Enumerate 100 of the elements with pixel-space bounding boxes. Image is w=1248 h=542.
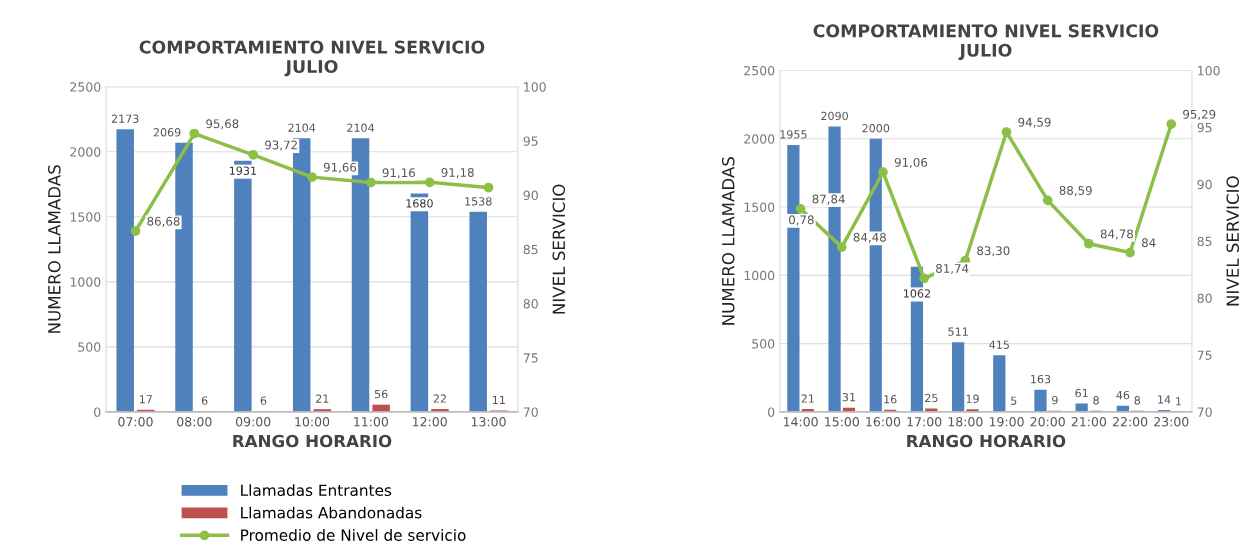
data-label: 1538	[465, 197, 492, 206]
data-label: 163	[1031, 374, 1051, 384]
data-label: 84	[1141, 238, 1156, 248]
data-label: 6	[201, 396, 208, 405]
y2-tick-label: 90	[523, 190, 538, 201]
y2-tick-label: 70	[1197, 407, 1212, 417]
y2-tick-label: 100	[524, 82, 546, 92]
y-tick-label: 500	[752, 339, 775, 349]
x-tick-label: 10:00	[295, 417, 330, 427]
x-tick-label: 11:00	[354, 417, 389, 427]
x-tick-label: 22:00	[1112, 417, 1148, 427]
y-tick-label: 0	[94, 407, 101, 417]
x-tick-label: 07:00	[118, 417, 153, 427]
chart-title: COMPORTAMIENTO NIVEL SERVICIO JULIO	[139, 40, 485, 77]
y2-tick-label: 70	[523, 407, 538, 417]
x-tick-label: 12:00	[413, 417, 447, 427]
y2-tick-label: 100	[1198, 65, 1220, 76]
x-tick-label: 15:00	[825, 417, 859, 427]
data-label: 46	[1116, 390, 1130, 400]
y-axis-title: NUMERO LLAMADAS	[48, 165, 61, 333]
x-tick-label: 08:00	[177, 417, 212, 427]
y2-tick-label: 80	[1197, 293, 1212, 304]
x-tick-label: 19:00	[989, 417, 1024, 427]
data-label: 2104	[347, 123, 375, 132]
y-tick-label: 2000	[70, 147, 101, 157]
data-label: 91,18	[441, 168, 474, 179]
data-label: 56	[374, 389, 388, 399]
data-label: 93,72	[265, 140, 297, 151]
data-label: 511	[948, 327, 968, 336]
x-tick-label: 20:00	[1030, 417, 1065, 427]
x-tick-label: 17:00	[907, 417, 942, 427]
x-tick-label: 18:00	[948, 417, 983, 427]
legend-label: Llamadas Entrantes	[241, 484, 392, 497]
data-label: 81,74	[936, 263, 969, 275]
data-label: 14	[1158, 395, 1171, 404]
data-label: 86,68	[147, 216, 180, 227]
data-label: 21	[316, 394, 329, 403]
data-label: 16	[884, 395, 897, 404]
x-tick-label: 14:00	[783, 417, 818, 427]
y2-tick-label: 85	[1197, 236, 1212, 247]
data-label: 2000	[862, 124, 890, 133]
y2-tick-label: 90	[1197, 179, 1212, 190]
data-label: 2069	[153, 128, 181, 137]
x-axis-title: RANGO HORARIO	[233, 434, 392, 448]
y-tick-label: 0	[768, 407, 775, 417]
y2-tick-label: 75	[523, 353, 538, 363]
y2-tick-label: 95	[1197, 122, 1212, 133]
data-label: 84,78	[1100, 229, 1133, 240]
data-label: 11	[492, 395, 505, 405]
y-axis-title: NUMERO LLAMADAS	[721, 157, 735, 325]
y-tick-label: 2500	[744, 65, 775, 76]
data-label: 6	[260, 396, 267, 405]
y2-tick-label: 75	[1197, 350, 1212, 360]
data-label: 88,59	[1059, 186, 1092, 197]
x-tick-label: 21:00	[1071, 417, 1107, 427]
annotation: 0,78	[789, 215, 814, 226]
y2-tick-label: 80	[523, 298, 538, 309]
data-label: 2104	[288, 123, 316, 132]
data-label: 2090	[821, 111, 848, 121]
data-label: 1955	[780, 130, 807, 139]
data-label: 19	[966, 394, 979, 404]
data-label: 17	[139, 395, 152, 404]
y-tick-label: 2000	[744, 134, 775, 144]
data-label: 8	[1134, 396, 1141, 405]
data-label: 25	[925, 393, 938, 403]
data-label: 2173	[111, 114, 139, 123]
data-label: 84,48	[853, 232, 886, 243]
data-label: 8	[1093, 396, 1099, 405]
data-label: 95,29	[1183, 109, 1216, 120]
y2-tick-label: 85	[523, 244, 538, 255]
data-label: 83,30	[977, 246, 1010, 257]
x-tick-label: 23:00	[1154, 417, 1189, 427]
data-label: 87,84	[812, 194, 845, 205]
y-tick-label: 2500	[70, 82, 101, 92]
legend-label: Llamadas Abandonadas	[241, 506, 422, 519]
data-label: 95,68	[206, 119, 239, 130]
x-axis-title: RANGO HORARIO	[907, 434, 1066, 448]
data-label: 1062	[904, 289, 930, 298]
data-label: 1680	[406, 199, 433, 208]
data-label: 1	[1176, 397, 1181, 406]
legend-label: Promedio de Nivel de servicio	[241, 529, 466, 541]
y-tick-label: 1000	[744, 270, 775, 281]
data-label: 91,06	[894, 157, 928, 169]
data-label: 91,16	[382, 168, 415, 179]
chart-title: COMPORTAMIENTO NIVEL SERVICIO JULIO	[813, 24, 1159, 61]
y2-axis-title: NIVEL SERVICIO	[1226, 176, 1240, 306]
x-tick-label: 16:00	[866, 417, 901, 427]
data-label: 1931	[229, 166, 256, 175]
y-tick-label: 1500	[70, 212, 101, 222]
y-tick-label: 1000	[70, 277, 101, 287]
y2-tick-label: 95	[523, 136, 538, 146]
x-tick-label: 09:00	[235, 417, 271, 427]
data-label: 91,66	[323, 162, 357, 173]
x-tick-label: 13:00	[471, 417, 506, 427]
y2-axis-title: NIVEL SERVICIO	[552, 184, 566, 314]
data-label: 21	[801, 394, 814, 403]
data-label: 22	[433, 394, 446, 403]
data-label: 31	[842, 392, 856, 402]
data-label: 5	[1011, 396, 1017, 405]
data-label: 94,59	[1018, 117, 1051, 128]
